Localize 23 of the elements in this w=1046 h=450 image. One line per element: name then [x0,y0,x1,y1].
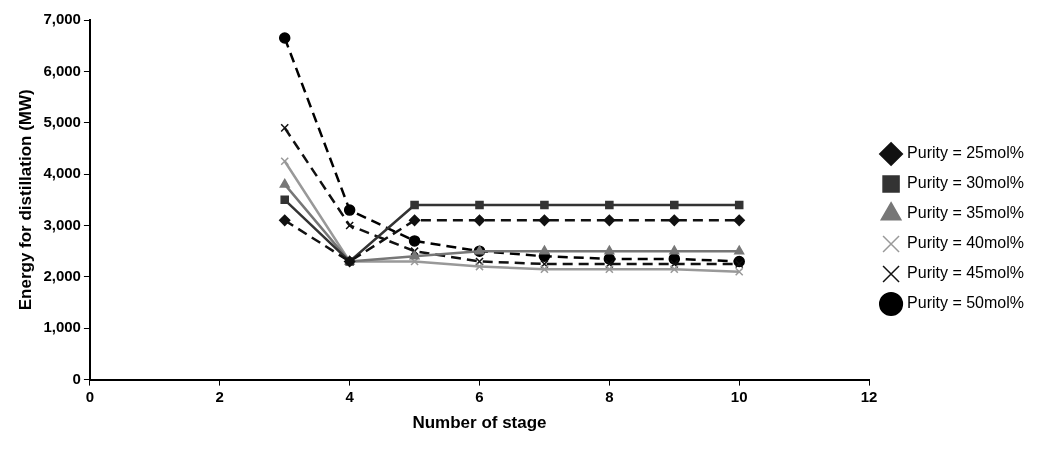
y-tick-label: 5,000 [43,112,81,130]
legend-label: Purity = 45mol% [907,264,1024,282]
x-tick-label: 2 [215,387,224,405]
x-tick-label: 6 [475,387,484,405]
y-tick-label: 1,000 [43,318,81,336]
x-tick-label: 10 [730,387,748,405]
legend-label: Purity = 35mol% [907,204,1024,222]
y-tick-label: 7,000 [43,10,81,28]
y-tick-label: 3,000 [43,215,81,233]
x-tick-label: 0 [85,387,95,405]
x-tick-label: 4 [345,387,355,405]
legend-label: Purity = 50mol% [907,294,1024,312]
y-tick-label: 0 [72,369,81,387]
legend-label: Purity = 30mol% [907,174,1024,192]
legend-label: Purity = 25mol% [907,144,1024,162]
y-tick-label: 6,000 [43,61,81,79]
y-tick-label: 2,000 [43,267,81,284]
y-tick-label: 4,000 [43,164,81,182]
x-axis-title: Number of stage [412,413,547,433]
x-tick-label: 8 [605,387,614,405]
legend-label: Purity = 40mol% [907,234,1024,252]
x-tick-label: 12 [860,387,878,405]
y-axis-title: Energy for distillation (MW) [15,89,35,311]
